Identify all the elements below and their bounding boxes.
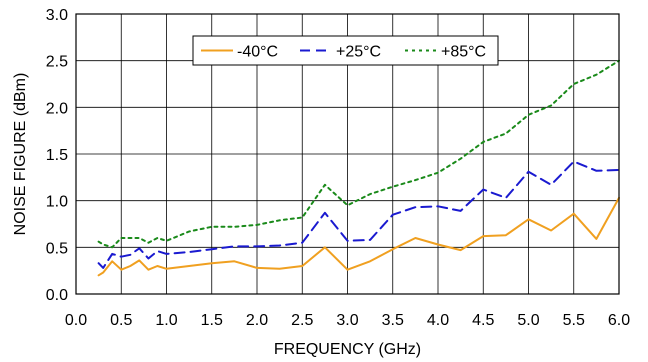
y-tick-label: 1.5 bbox=[46, 147, 68, 164]
x-tick-label: 1.0 bbox=[155, 312, 177, 329]
x-tick-label: 2.5 bbox=[291, 312, 313, 329]
x-tick-label: 0.5 bbox=[110, 312, 132, 329]
x-tick-label: 3.0 bbox=[336, 312, 358, 329]
y-tick-label: 0.5 bbox=[46, 240, 68, 257]
y-tick-labels: 0.0 0.5 1.0 1.5 2.0 2.5 3.0 bbox=[46, 7, 68, 304]
x-tick-label: 2.0 bbox=[246, 312, 268, 329]
y-tick-label: 2.5 bbox=[46, 54, 68, 71]
x-tick-label: 4.5 bbox=[472, 312, 494, 329]
y-axis-title: NOISE FIGURE (dBm) bbox=[12, 73, 29, 236]
series-layer bbox=[97, 59, 620, 277]
x-tick-labels: 0.0 0.5 1.0 1.5 2.0 2.5 3.0 3.5 4.0 4.5 5.0 5.5 6.0 bbox=[65, 312, 630, 329]
plot-frame bbox=[75, 13, 620, 295]
series-line-2 bbox=[97, 59, 620, 249]
x-tick-label: 5.0 bbox=[517, 312, 539, 329]
x-tick-label: 3.5 bbox=[382, 312, 404, 329]
x-tick-label: 0.0 bbox=[65, 312, 87, 329]
legend-label-0: -40°C bbox=[237, 44, 278, 61]
series-line-0 bbox=[97, 196, 620, 277]
legend: -40°C +25°C +85°C bbox=[192, 35, 499, 66]
series-line-1 bbox=[97, 160, 620, 269]
legend-label-2: +85°C bbox=[441, 44, 486, 61]
y-tick-label: 3.0 bbox=[46, 7, 68, 24]
y-tick-label: 0.0 bbox=[46, 287, 68, 304]
y-tick-label: 1.0 bbox=[46, 194, 68, 211]
x-tick-label: 6.0 bbox=[608, 312, 630, 329]
x-tick-label: 1.5 bbox=[201, 312, 223, 329]
x-tick-label: 4.0 bbox=[427, 312, 449, 329]
legend-box bbox=[192, 35, 499, 66]
x-tick-label: 5.5 bbox=[563, 312, 585, 329]
legend-label-1: +25°C bbox=[336, 44, 381, 61]
y-tick-label: 2.0 bbox=[46, 100, 68, 117]
x-axis-title: FREQUENCY (GHz) bbox=[274, 341, 421, 358]
legend-items: -40°C +25°C +85°C bbox=[201, 44, 486, 61]
